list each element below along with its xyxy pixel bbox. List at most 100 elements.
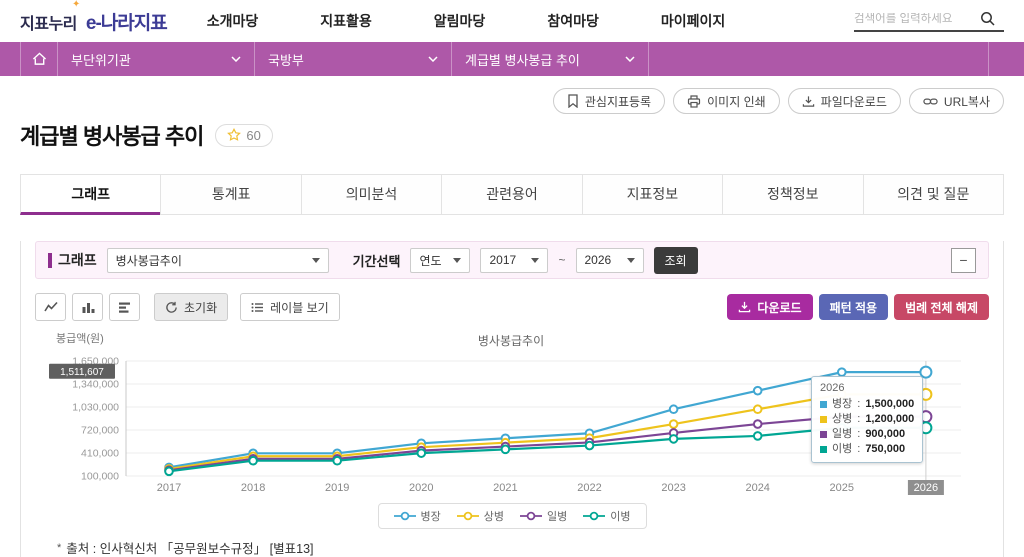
source-note: * 출처 : 인사혁신처 「공무원보수규정」 [별표13] (57, 538, 1003, 557)
search-box (854, 11, 1004, 32)
svg-text:1,340,000: 1,340,000 (72, 379, 119, 391)
tooltip-series-label: 일병 (832, 428, 853, 440)
tab-5[interactable]: 정책정보 (722, 174, 864, 215)
tab-4[interactable]: 지표정보 (581, 174, 724, 215)
search-submit-button[interactable]: 조회 (653, 246, 698, 274)
horizontal-bar-chart-icon (118, 302, 130, 313)
series-color-swatch (820, 431, 827, 438)
chart-legend: 병장 상병 일병 이병 (377, 503, 647, 529)
legend-off-button[interactable]: 범례 전체 해제 (894, 294, 989, 320)
legend-item-상병[interactable]: 상병 (456, 508, 504, 524)
home-button[interactable] (20, 42, 58, 76)
logo-text-main: e-나라지표 (85, 12, 168, 34)
sparkle-icon: ✦ (72, 0, 81, 10)
hbar-chart-type-button[interactable] (109, 293, 140, 321)
apply-pattern-label: 패턴 적용 (829, 300, 878, 315)
show-labels-label: 레이블 보기 (270, 300, 329, 315)
favorite-register-button[interactable]: 관심지표등록 (552, 88, 666, 114)
favorites-count: 60 (246, 127, 261, 143)
reset-button[interactable]: 초기화 (154, 293, 229, 321)
breadcrumb-label: 국방부 (268, 52, 304, 68)
button-label: URL복사 (943, 94, 990, 109)
breadcrumb-tail (988, 42, 1004, 76)
series-color-swatch (820, 401, 827, 408)
svg-text:2020: 2020 (409, 482, 433, 494)
chart: 봉급액(원) 병사봉급추이 100,000 410,000 720,000 1,030,0… (41, 328, 1024, 498)
legend-item-일병[interactable]: 일병 (520, 508, 567, 524)
chart-download-button[interactable]: 다운로드 (727, 294, 813, 320)
legend-item-병장[interactable]: 병장 (393, 508, 441, 524)
series-color-swatch (820, 416, 827, 423)
breadcrumb: 부단위기관 국방부 계급별 병사봉급 추이 (0, 42, 1024, 76)
legend-marker-icon (393, 511, 416, 521)
button-label: 관심지표등록 (584, 94, 652, 109)
button-label: 이미지 인쇄 (707, 94, 766, 109)
source-text: 출처 : 인사혁신처 「공무원보수규정」 [별표13] (66, 542, 314, 556)
legend-marker-icon (456, 511, 479, 521)
tooltip-row: 일병 : 900,000 (820, 427, 914, 442)
svg-text:2025: 2025 (830, 482, 854, 494)
nav-item-3[interactable]: 참여마당 (547, 13, 599, 29)
reset-label: 초기화 (184, 300, 218, 315)
breadcrumb-select-0[interactable]: 부단위기관 (58, 42, 255, 76)
tab-0[interactable]: 그래프 (20, 174, 162, 215)
chevron-down-icon (626, 257, 635, 263)
top-header: 지표누리 ✦ e-나라지표 소개마당 지표활용 알림마당 참여마당 마이페이지 (0, 0, 1024, 42)
nav-item-4[interactable]: 마이페이지 (660, 13, 726, 29)
tab-6[interactable]: 의견 및 질문 (862, 174, 1004, 215)
favorites-badge[interactable]: 60 (215, 123, 273, 147)
search-icon[interactable] (980, 11, 996, 27)
section-label: 그래프 (58, 252, 97, 268)
tab-1[interactable]: 통계표 (160, 174, 302, 215)
collapse-filter-button[interactable]: − (951, 247, 976, 273)
print-image-button[interactable]: 이미지 인쇄 (673, 88, 780, 114)
nav-item-0[interactable]: 소개마당 (206, 13, 259, 29)
tooltip-title: 2026 (820, 382, 845, 394)
refresh-icon (166, 301, 177, 313)
title-row: 계급별 병사봉급 추이 60 (20, 119, 1004, 151)
svg-text:2017: 2017 (157, 482, 181, 494)
legend-label: 이병 (610, 511, 631, 523)
search-input[interactable] (854, 12, 980, 25)
line-chart-type-button[interactable] (35, 293, 66, 321)
breadcrumb-select-1[interactable]: 국방부 (255, 42, 452, 76)
site-logo[interactable]: 지표누리 ✦ e-나라지표 (20, 0, 168, 35)
chevron-down-icon (453, 257, 462, 263)
nav-item-1[interactable]: 지표활용 (320, 13, 372, 29)
chart-type-select-value: 병사봉급추이 (115, 253, 182, 268)
tab-3[interactable]: 관련용어 (441, 174, 583, 215)
chevron-down-icon (231, 56, 241, 62)
year-from-value: 2017 (489, 253, 517, 267)
download-icon (739, 301, 751, 313)
legend-item-이병[interactable]: 이병 (583, 508, 631, 524)
legend-marker-icon (583, 511, 606, 521)
svg-text:병사봉급추이: 병사봉급추이 (478, 334, 544, 348)
breadcrumb-select-2[interactable]: 계급별 병사봉급 추이 (452, 42, 649, 76)
file-download-button[interactable]: 파일다운로드 (787, 88, 901, 114)
tab-2[interactable]: 의미분석 (300, 174, 443, 215)
chevron-down-icon (531, 257, 540, 263)
apply-pattern-button[interactable]: 패턴 적용 (818, 294, 889, 320)
tooltip-row: 상병 : 1,200,000 (820, 412, 914, 427)
legend-label: 일병 (547, 511, 568, 523)
nav-item-2[interactable]: 알림마당 (433, 13, 486, 29)
chart-toolbar: 초기화 레이블 보기 다운로드 패턴 적용 범례 전체 해제 (35, 293, 989, 321)
button-label: 파일다운로드 (820, 94, 887, 109)
chevron-down-icon (428, 56, 438, 62)
svg-text:1,030,000: 1,030,000 (72, 402, 119, 414)
bar-chart-type-button[interactable] (72, 293, 103, 321)
show-labels-button[interactable]: 레이블 보기 (240, 293, 340, 321)
svg-text:410,000: 410,000 (81, 448, 119, 460)
breadcrumb-filler (649, 42, 988, 76)
chart-type-select[interactable]: 병사봉급추이 (106, 247, 329, 273)
svg-text:2024: 2024 (745, 482, 769, 494)
period-unit-select[interactable]: 연도 (410, 247, 471, 273)
legend-label: 상병 (483, 511, 504, 523)
year-from-select[interactable]: 2017 (480, 247, 549, 273)
year-to-select[interactable]: 2026 (575, 247, 644, 273)
period-label: 기간선택 (352, 253, 401, 269)
copy-url-button[interactable]: URL복사 (908, 88, 1004, 114)
legend-off-label: 범례 전체 해제 (905, 300, 978, 315)
tooltip-series-value: 900,000 (865, 428, 906, 440)
svg-text:2026: 2026 (914, 482, 938, 494)
